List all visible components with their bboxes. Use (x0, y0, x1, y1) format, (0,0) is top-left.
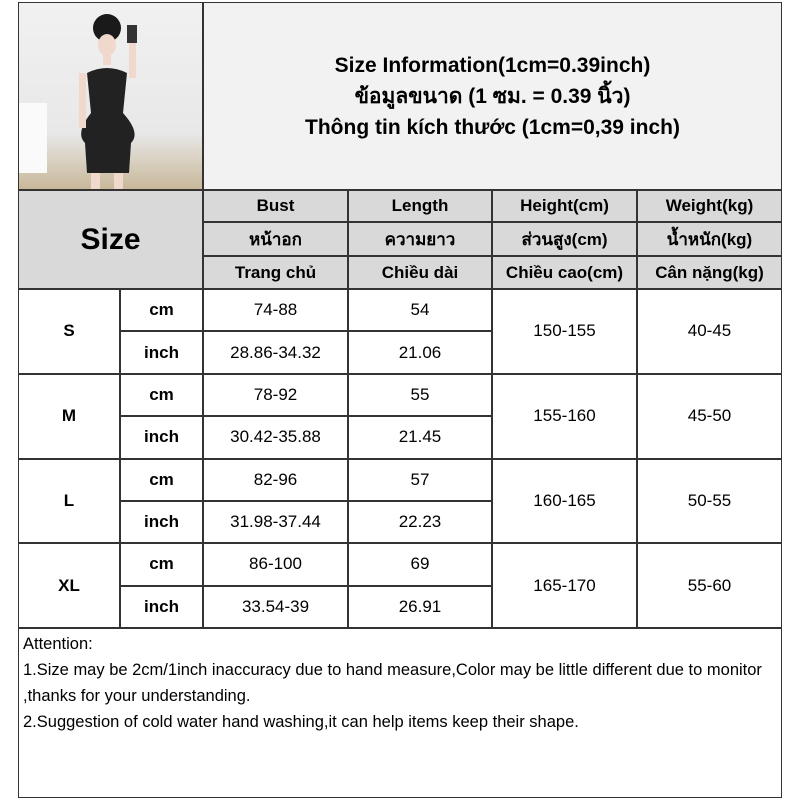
unit-cm: cm (120, 373, 203, 417)
height-cell: 165-170 (492, 543, 637, 629)
column-header: Weight(kg) (637, 190, 782, 222)
bust-cm-cell: 78-92 (203, 373, 348, 417)
bust-cm-cell: 86-100 (203, 543, 348, 586)
attention-note-2: 2.Suggestion of cold water hand washing,… (23, 713, 579, 731)
column-header: ความยาว (348, 222, 492, 256)
size-cell: M (18, 373, 120, 459)
bust-cm-cell: 82-96 (203, 458, 348, 501)
weight-cell: 40-45 (637, 289, 782, 374)
title-thai: ข้อมูลขนาด (1 ซม. = 0.39 นิ้ว) (354, 84, 631, 108)
bust-cm-cell: 74-88 (203, 289, 348, 332)
bust-inch-cell: 33.54-39 (203, 585, 348, 629)
weight-cell: 45-50 (637, 373, 782, 459)
column-header: น้ำหนัก(kg) (637, 222, 782, 256)
height-cell: 160-165 (492, 458, 637, 544)
column-header: Bust (203, 190, 348, 222)
size-cell: XL (18, 543, 120, 629)
unit-cm: cm (120, 289, 203, 332)
length-cm-cell: 54 (348, 289, 492, 332)
column-header: หน้าอก (203, 222, 348, 256)
unit-cm: cm (120, 543, 203, 586)
length-cm-cell: 69 (348, 543, 492, 586)
column-header: Trang chủ (203, 256, 348, 289)
unit-inch: inch (120, 331, 203, 374)
size-header: Size (18, 190, 203, 289)
column-header: Cân nặng(kg) (637, 256, 782, 289)
title-vietnamese: Thông tin kích thước (1cm=0,39 inch) (305, 115, 680, 139)
size-cell: S (18, 289, 120, 374)
attention-note-1: 1.Size may be 2cm/1inch inaccuracy due t… (23, 661, 762, 705)
weight-cell: 55-60 (637, 543, 782, 629)
bust-inch-cell: 30.42-35.88 (203, 416, 348, 459)
title-english: Size Information(1cm=0.39inch) (334, 53, 651, 77)
column-header: Length (348, 190, 492, 222)
length-inch-cell: 22.23 (348, 500, 492, 544)
height-cell: 155-160 (492, 373, 637, 459)
unit-inch: inch (120, 585, 203, 629)
weight-cell: 50-55 (637, 458, 782, 544)
size-info-title: Size Information(1cm=0.39inch) ข้อมูลขนา… (203, 2, 782, 190)
unit-inch: inch (120, 416, 203, 459)
size-cell: L (18, 458, 120, 544)
column-header: ส่วนสูง(cm) (492, 222, 637, 256)
unit-cm: cm (120, 458, 203, 501)
unit-inch: inch (120, 500, 203, 544)
column-header: Height(cm) (492, 190, 637, 222)
length-cm-cell: 57 (348, 458, 492, 501)
attention-notes: Attention: 1.Size may be 2cm/1inch inacc… (18, 628, 782, 798)
length-cm-cell: 55 (348, 373, 492, 417)
column-header: Chiều dài (348, 256, 492, 289)
attention-heading: Attention: (23, 635, 93, 653)
length-inch-cell: 26.91 (348, 585, 492, 629)
dress-model-image (19, 14, 137, 189)
height-cell: 150-155 (492, 289, 637, 374)
bust-inch-cell: 31.98-37.44 (203, 500, 348, 544)
column-header: Chiều cao(cm) (492, 256, 637, 289)
product-photo (18, 2, 203, 190)
length-inch-cell: 21.06 (348, 331, 492, 374)
length-inch-cell: 21.45 (348, 416, 492, 459)
bust-inch-cell: 28.86-34.32 (203, 331, 348, 374)
